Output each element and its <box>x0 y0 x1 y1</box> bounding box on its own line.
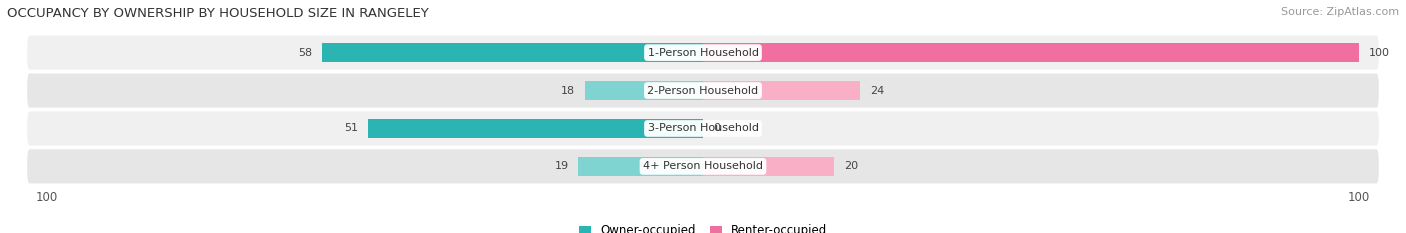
Text: 4+ Person Household: 4+ Person Household <box>643 161 763 171</box>
Text: 3-Person Household: 3-Person Household <box>648 123 758 134</box>
FancyBboxPatch shape <box>27 36 1379 70</box>
Text: 0: 0 <box>713 123 720 134</box>
FancyBboxPatch shape <box>27 149 1379 183</box>
FancyBboxPatch shape <box>27 111 1379 146</box>
Text: 24: 24 <box>870 86 884 96</box>
Bar <box>703 157 834 176</box>
Text: 100: 100 <box>1369 48 1391 58</box>
Bar <box>703 81 860 100</box>
Bar <box>585 81 703 100</box>
Text: Source: ZipAtlas.com: Source: ZipAtlas.com <box>1281 7 1399 17</box>
Text: 100: 100 <box>35 191 58 204</box>
Legend: Owner-occupied, Renter-occupied: Owner-occupied, Renter-occupied <box>579 224 827 233</box>
Bar <box>578 157 703 176</box>
Text: 18: 18 <box>561 86 575 96</box>
Bar <box>368 119 703 138</box>
Text: 100: 100 <box>1348 191 1371 204</box>
Bar <box>703 43 1360 62</box>
Text: OCCUPANCY BY OWNERSHIP BY HOUSEHOLD SIZE IN RANGELEY: OCCUPANCY BY OWNERSHIP BY HOUSEHOLD SIZE… <box>7 7 429 20</box>
Text: 20: 20 <box>844 161 858 171</box>
Text: 58: 58 <box>298 48 312 58</box>
Text: 2-Person Household: 2-Person Household <box>647 86 759 96</box>
Text: 19: 19 <box>554 161 568 171</box>
Bar <box>322 43 703 62</box>
Text: 1-Person Household: 1-Person Household <box>648 48 758 58</box>
Text: 51: 51 <box>344 123 359 134</box>
FancyBboxPatch shape <box>27 73 1379 108</box>
